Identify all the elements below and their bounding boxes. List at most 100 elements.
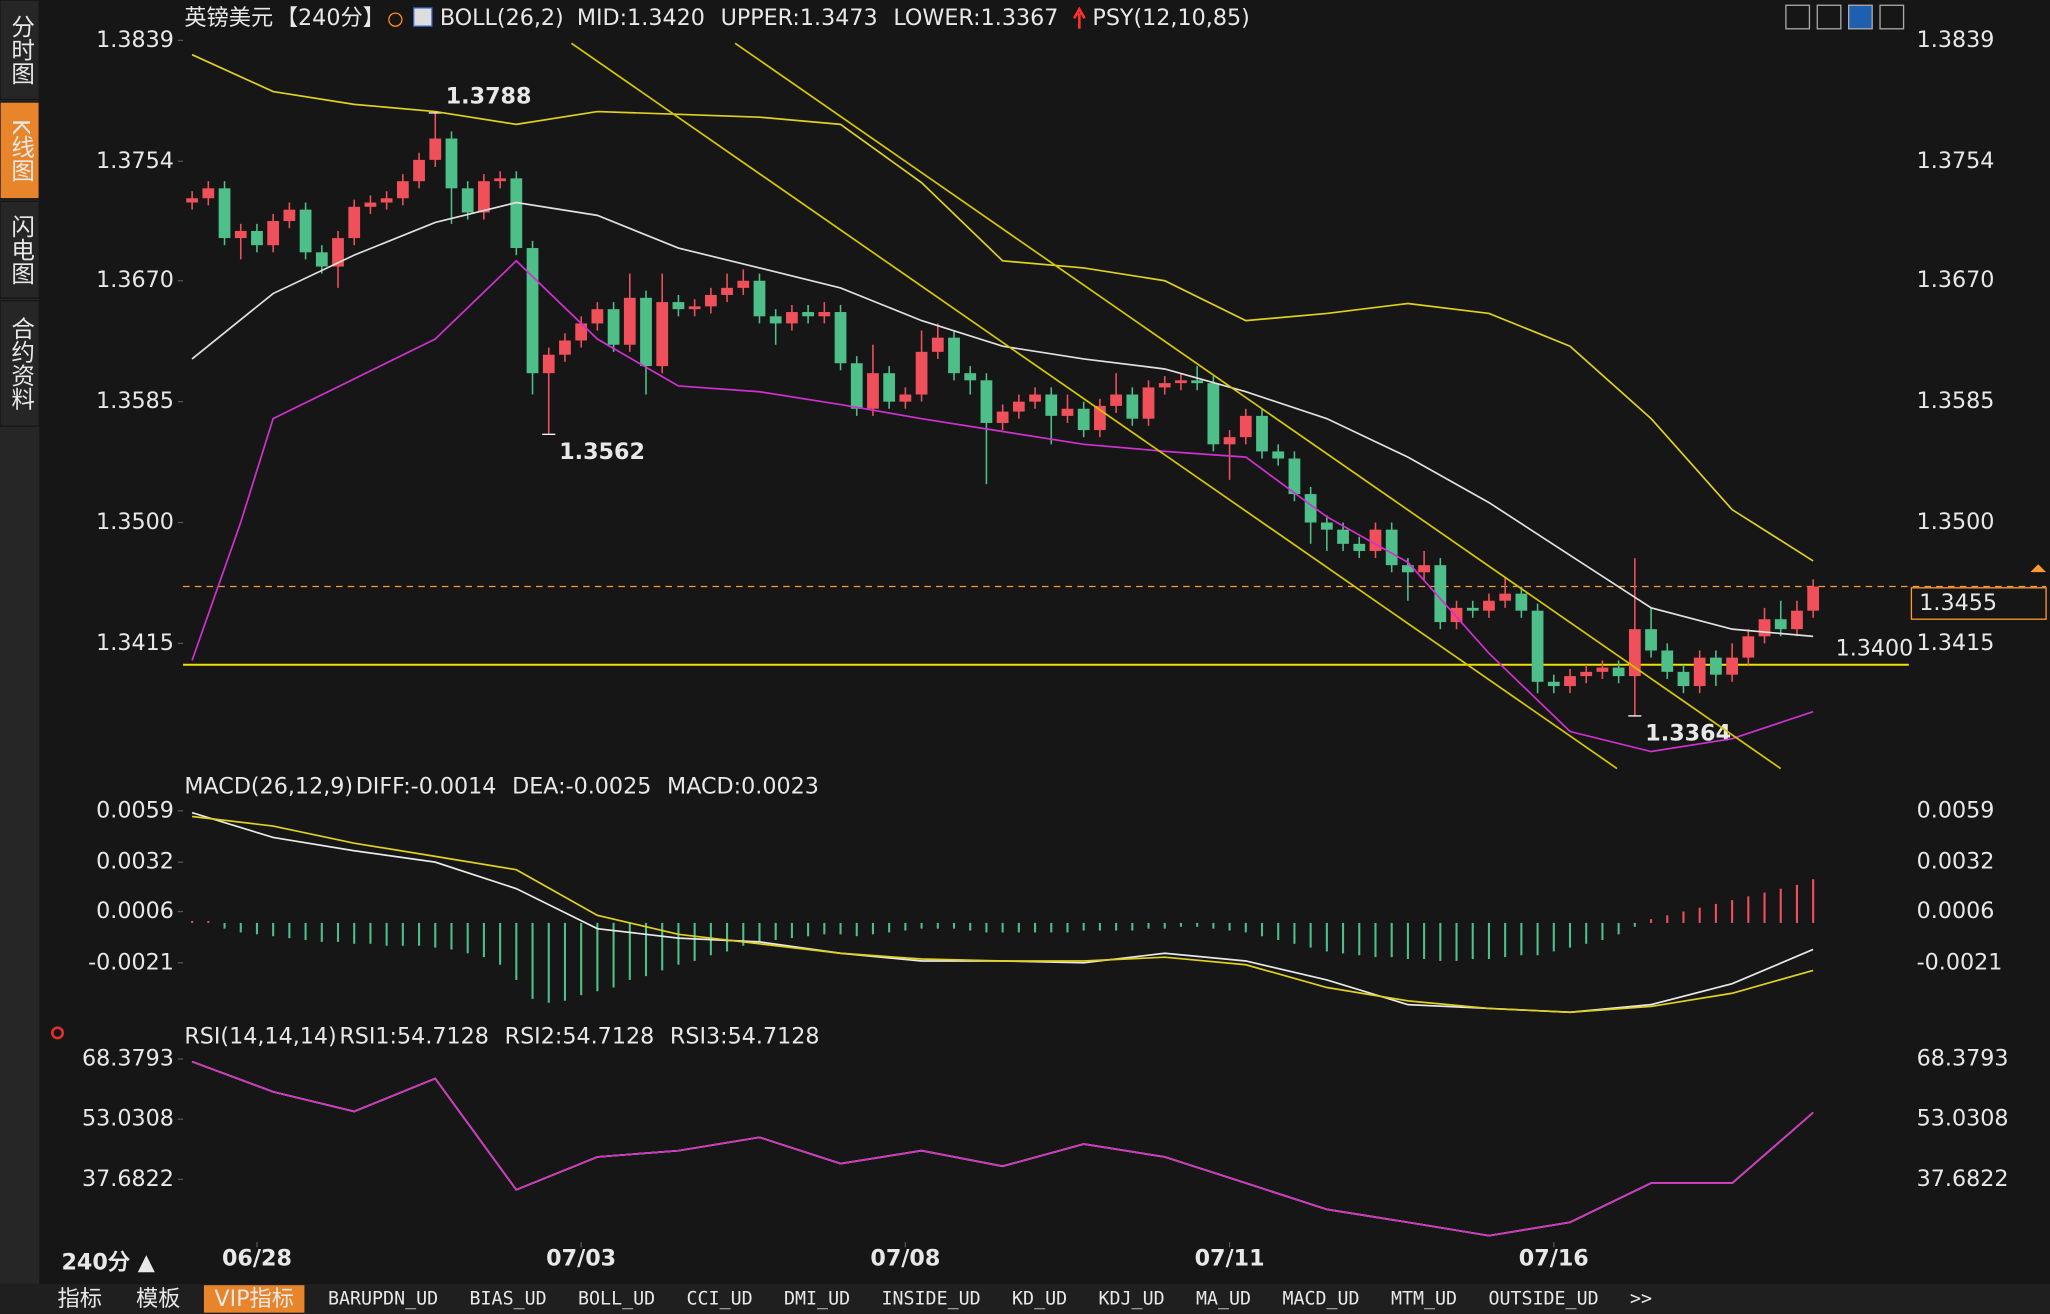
toolbar-tab-label[interactable]: OUTSIDE_UD	[1488, 1289, 1598, 1310]
x-tick-label: 06/28	[222, 1246, 292, 1272]
toolbar-tab-label[interactable]: BIAS_UD	[470, 1289, 547, 1310]
candle-body	[1239, 415, 1252, 438]
y-tick-label: 1.3670	[96, 267, 174, 293]
candle-body	[315, 252, 328, 267]
toolbar-tab-label[interactable]: KD_UD	[1012, 1289, 1067, 1310]
series-line	[570, 42, 1618, 770]
sidebar-tab-label[interactable]: 合约资料	[7, 316, 35, 411]
candle-body	[1774, 619, 1787, 630]
chart-title: 英镑美元	[184, 5, 273, 31]
legend-entry: UPPER:1.3473	[721, 5, 878, 31]
candle-body	[1207, 383, 1220, 445]
candle-body	[688, 306, 701, 310]
toolbar-tab-label[interactable]: BOLL_UD	[578, 1289, 655, 1310]
candle-body	[1612, 667, 1625, 677]
candle-body	[1158, 383, 1171, 388]
candle-body	[818, 312, 831, 317]
candle-body	[623, 297, 636, 345]
toolbar-icons[interactable]	[1785, 4, 1905, 30]
candle-body	[1564, 676, 1576, 687]
sidebar-tab-label[interactable]: K线图	[7, 119, 35, 182]
y-tick-label-right: 37.6822	[1917, 1166, 2009, 1192]
toolbar-tab-label[interactable]: MTM_UD	[1391, 1289, 1457, 1310]
candle-body	[834, 312, 847, 364]
sidebar-tab[interactable]	[0, 101, 40, 200]
candle-body	[1077, 408, 1090, 431]
toolbar-tab-label[interactable]: VIP指标	[214, 1286, 294, 1312]
sidebar-tab-label[interactable]: 闪电图	[7, 214, 35, 285]
candle-body	[899, 394, 912, 402]
candle-body	[396, 181, 409, 199]
candle-body	[234, 230, 247, 239]
candle-body	[445, 138, 458, 189]
candle-body	[461, 188, 474, 213]
candle-body	[1402, 565, 1414, 573]
toolbar-tab-label[interactable]: MA_UD	[1196, 1289, 1251, 1310]
icon	[413, 7, 433, 27]
sidebar-tab-label[interactable]: 分时图	[7, 14, 35, 85]
toolbar-tab-label[interactable]: 指标	[58, 1286, 102, 1312]
candle-body	[1126, 394, 1139, 419]
x-tick-label: 07/08	[870, 1246, 940, 1272]
toolbar-tab-label[interactable]: INSIDE_UD	[881, 1289, 980, 1310]
sidebar-tab[interactable]	[0, 0, 40, 101]
candle-body	[1385, 529, 1398, 566]
series-line	[734, 42, 1782, 770]
icon[interactable]	[1879, 4, 1905, 30]
candle-body	[721, 287, 733, 295]
candle-body	[299, 209, 312, 253]
icon[interactable]	[1848, 4, 1873, 30]
candle-body	[1094, 405, 1106, 431]
period-label: 240分 ▲	[61, 1249, 155, 1275]
sidebar-tab[interactable]	[0, 200, 40, 299]
candle-body	[267, 221, 280, 246]
toolbar-tab-label[interactable]: KDJ_UD	[1099, 1289, 1165, 1310]
y-tick-label-right: 0.0006	[1917, 898, 1995, 924]
candle-body	[332, 238, 344, 267]
candle-body	[542, 354, 555, 374]
chart-title: MACD(26,12,9)	[184, 774, 353, 800]
y-tick-label-right: 53.0308	[1917, 1106, 2009, 1132]
legend-entry: RSI1:54.7128	[339, 1023, 489, 1049]
line-label: 1.3400	[1836, 636, 1914, 662]
toolbar-tab-label[interactable]: 模板	[136, 1286, 180, 1312]
y-tick-label: 37.6822	[82, 1166, 174, 1192]
candle-body	[364, 202, 377, 207]
candle-body	[1758, 619, 1771, 637]
y-tick-label: 1.3585	[96, 388, 174, 414]
candle-body	[251, 230, 263, 246]
candle-body	[786, 312, 798, 324]
candle-body	[1791, 610, 1803, 630]
legend-entry: DEA:-0.0025	[512, 774, 651, 800]
candle-body	[1142, 387, 1155, 419]
candle-body	[607, 309, 620, 345]
legend-entry: DIFF:-0.0014	[356, 774, 497, 800]
toolbar-tab-label[interactable]: CCI_UD	[687, 1289, 753, 1310]
candle-body	[1531, 610, 1544, 682]
y-tick-label-right: 1.3670	[1917, 267, 1995, 293]
x-tick-label: 07/11	[1195, 1246, 1265, 1272]
candle-body	[1450, 607, 1463, 623]
y-tick-label: 68.3793	[82, 1046, 174, 1072]
icon[interactable]	[1785, 4, 1811, 30]
icon[interactable]	[1816, 4, 1842, 30]
toolbar-tab-label[interactable]: MACD_UD	[1282, 1289, 1359, 1310]
icon	[388, 12, 403, 27]
candle-body	[510, 178, 523, 249]
toolbar-tab-label[interactable]: >>	[1630, 1289, 1652, 1310]
candle-body	[591, 309, 604, 324]
candle-body	[769, 316, 782, 324]
candle-body	[964, 373, 977, 381]
y-tick-label-right: 1.3415	[1917, 630, 1995, 656]
toolbar-tab-label[interactable]: DMI_UD	[784, 1289, 850, 1310]
y-tick-label: 0.0006	[96, 898, 174, 924]
toolbar-tab[interactable]	[203, 1285, 305, 1313]
candle-body	[1661, 650, 1674, 672]
candle-body	[1434, 565, 1447, 623]
candle-body	[1272, 451, 1285, 459]
candle-body	[980, 380, 993, 423]
sidebar-tab[interactable]	[0, 300, 40, 427]
candle-body	[1110, 394, 1122, 406]
toolbar-tab-label[interactable]: BARUPDN_UD	[328, 1289, 438, 1310]
